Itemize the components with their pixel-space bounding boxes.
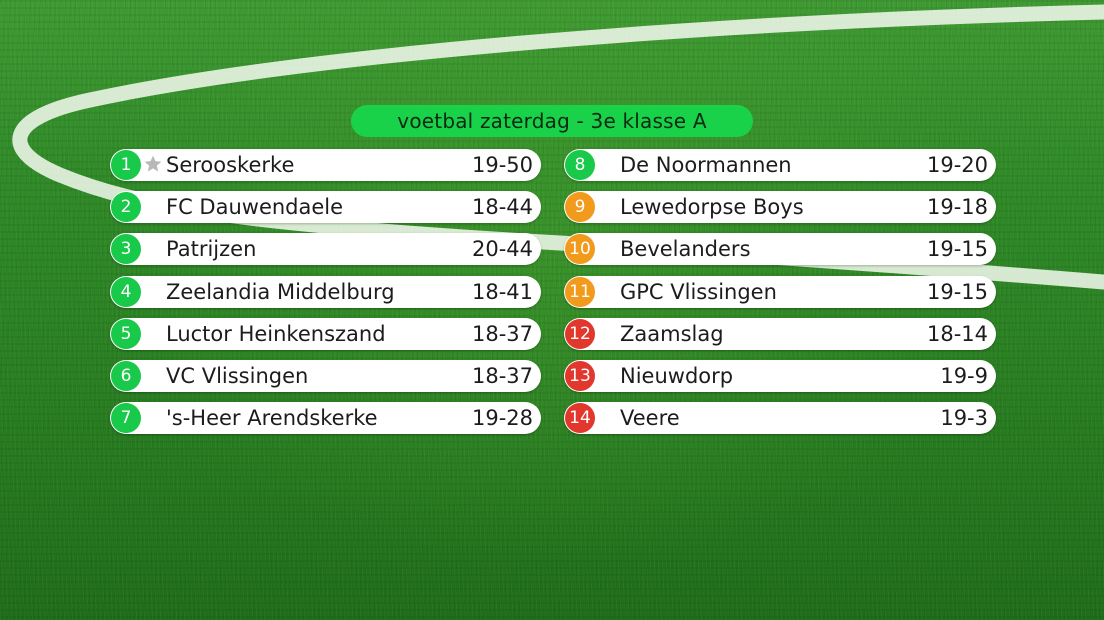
team-name: De Noormannen bbox=[620, 153, 792, 177]
table-row: 7 's-Heer Arendskerke 19-28 bbox=[110, 402, 541, 434]
matches-points: 19-15 bbox=[926, 237, 988, 261]
matches-points: 19-9 bbox=[940, 364, 988, 388]
matches-points: 18-41 bbox=[471, 280, 533, 304]
star-icon bbox=[144, 155, 162, 172]
position-badge: 2 bbox=[111, 192, 141, 222]
matches-points: 18-14 bbox=[926, 322, 988, 346]
table-row: 10 Bevelanders 19-15 bbox=[564, 233, 996, 265]
table-row: 14 Veere 19-3 bbox=[564, 402, 996, 434]
table-row: 4 Zeelandia Middelburg 18-41 bbox=[110, 276, 541, 308]
table-row: 5 Luctor Heinkenszand 18-37 bbox=[110, 318, 541, 350]
matches-points: 18-37 bbox=[471, 364, 533, 388]
table-row: 12 Zaamslag 18-14 bbox=[564, 318, 996, 350]
matches-points: 20-44 bbox=[471, 237, 533, 261]
team-name: FC Dauwendaele bbox=[166, 195, 344, 219]
table-row: 8 De Noormannen 19-20 bbox=[564, 149, 996, 181]
position-badge: 7 bbox=[111, 403, 141, 433]
team-name: Bevelanders bbox=[620, 237, 751, 261]
team-name: Zeelandia Middelburg bbox=[166, 280, 395, 304]
table-row: 13 Nieuwdorp 19-9 bbox=[564, 360, 996, 392]
team-name: Nieuwdorp bbox=[620, 364, 734, 388]
team-name: GPC Vlissingen bbox=[620, 280, 777, 304]
table-row: 11 GPC Vlissingen 19-15 bbox=[564, 276, 996, 308]
team-name: Zaamslag bbox=[620, 322, 724, 346]
table-row: 3 Patrijzen 20-44 bbox=[110, 233, 541, 265]
position-badge: 3 bbox=[111, 234, 141, 264]
position-badge: 10 bbox=[565, 234, 595, 264]
team-name: Luctor Heinkenszand bbox=[166, 322, 386, 346]
team-name: Patrijzen bbox=[166, 237, 257, 261]
table-row: 9 Lewedorpse Boys 19-18 bbox=[564, 191, 996, 223]
position-badge: 12 bbox=[565, 319, 595, 349]
team-name: Serooskerke bbox=[166, 153, 295, 177]
position-badge: 5 bbox=[111, 319, 141, 349]
table-row: 1 Serooskerke 19-50 bbox=[110, 149, 541, 181]
matches-points: 19-18 bbox=[926, 195, 988, 219]
matches-points: 19-3 bbox=[940, 406, 988, 430]
team-name: Lewedorpse Boys bbox=[620, 195, 804, 219]
matches-points: 19-28 bbox=[471, 406, 533, 430]
matches-points: 18-44 bbox=[471, 195, 533, 219]
position-badge: 8 bbox=[565, 150, 595, 180]
team-name: Veere bbox=[620, 406, 680, 430]
league-title: voetbal zaterdag - 3e klasse A bbox=[351, 105, 753, 137]
table-row: 6 VC Vlissingen 18-37 bbox=[110, 360, 541, 392]
position-badge: 1 bbox=[111, 150, 141, 180]
matches-points: 18-37 bbox=[471, 322, 533, 346]
matches-points: 19-50 bbox=[471, 153, 533, 177]
table-row: 2 FC Dauwendaele 18-44 bbox=[110, 191, 541, 223]
position-badge: 9 bbox=[565, 192, 595, 222]
position-badge: 14 bbox=[565, 403, 595, 433]
position-badge: 4 bbox=[111, 277, 141, 307]
matches-points: 19-20 bbox=[926, 153, 988, 177]
team-name: 's-Heer Arendskerke bbox=[166, 406, 378, 430]
position-badge: 6 bbox=[111, 361, 141, 391]
position-badge: 11 bbox=[565, 277, 595, 307]
team-name: VC Vlissingen bbox=[166, 364, 309, 388]
position-badge: 13 bbox=[565, 361, 595, 391]
matches-points: 19-15 bbox=[926, 280, 988, 304]
